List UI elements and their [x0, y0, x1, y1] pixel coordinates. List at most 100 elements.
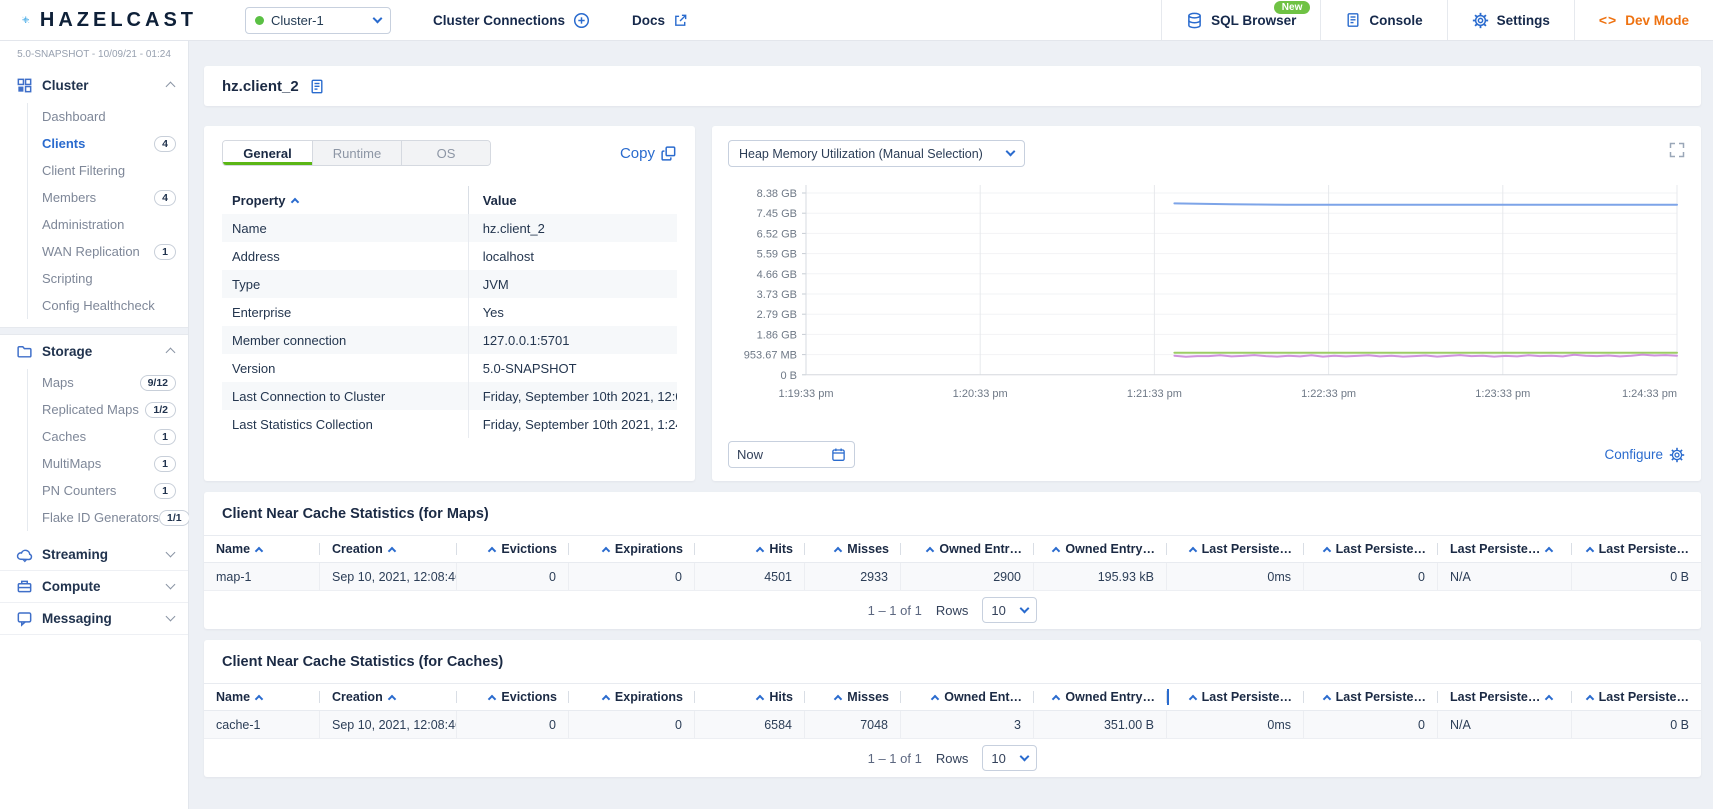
sidebar-item-scripting[interactable]: Scripting — [28, 265, 188, 292]
property-name: Enterprise — [222, 305, 468, 320]
column-header-last-persiste[interactable]: Last Persiste… — [1438, 684, 1572, 710]
table-row[interactable]: map-1Sep 10, 2021, 12:08:460045012933290… — [204, 563, 1701, 591]
sql-browser-button[interactable]: New SQL Browser — [1161, 0, 1320, 40]
column-header-name[interactable]: Name — [204, 684, 320, 710]
sidebar-item-multimaps[interactable]: MultiMaps1 — [28, 450, 188, 477]
sidebar-section-messaging[interactable]: Messaging — [0, 603, 188, 635]
column-header-expirations[interactable]: Expirations — [569, 684, 695, 710]
client-title-card: hz.client_2 — [204, 66, 1701, 106]
console-button[interactable]: Console — [1320, 0, 1446, 40]
column-header-creation[interactable]: Creation — [320, 684, 457, 710]
sql-browser-label: SQL Browser — [1211, 13, 1296, 28]
column-header-hits[interactable]: Hits — [695, 536, 805, 562]
column-header-name[interactable]: Name — [204, 536, 320, 562]
column-header-creation[interactable]: Creation — [320, 536, 457, 562]
svg-text:8.38 GB: 8.38 GB — [757, 188, 797, 200]
sidebar-item-label: MultiMaps — [42, 456, 154, 471]
sidebar-item-replicated-maps[interactable]: Replicated Maps1/2 — [28, 396, 188, 423]
column-header-owned-entry[interactable]: Owned Entry… — [1034, 684, 1167, 710]
time-range-input[interactable] — [728, 441, 855, 468]
column-header-label: Last Persiste… — [1336, 542, 1426, 556]
sidebar-item-client-filtering[interactable]: Client Filtering — [28, 157, 188, 184]
cluster-select[interactable]: Cluster-1 — [245, 7, 391, 34]
column-header-evictions[interactable]: Evictions — [457, 684, 569, 710]
sidebar-item-pn-counters[interactable]: PN Counters1 — [28, 477, 188, 504]
dev-mode-button[interactable]: <> Dev Mode — [1574, 0, 1713, 40]
sidebar-item-members[interactable]: Members4 — [28, 184, 188, 211]
column-header-last-persiste[interactable]: Last Persiste… — [1167, 684, 1304, 710]
column-header-owned-ent[interactable]: Owned Ent… — [901, 684, 1034, 710]
property-name: Member connection — [222, 333, 468, 348]
column-header-owned-entry[interactable]: Owned Entry… — [1034, 536, 1167, 562]
settings-button[interactable]: Settings — [1447, 0, 1574, 40]
property-value: JVM — [468, 270, 677, 298]
column-header-misses[interactable]: Misses — [805, 536, 901, 562]
column-header-last-persiste[interactable]: Last Persiste… — [1304, 684, 1438, 710]
sidebar-item-clients[interactable]: Clients4 — [28, 130, 188, 157]
column-header-misses[interactable]: Misses — [805, 684, 901, 710]
column-header-last-persiste[interactable]: Last Persiste… — [1572, 536, 1701, 562]
sidebar-item-maps[interactable]: Maps9/12 — [28, 369, 188, 396]
count-badge: 4 — [154, 190, 176, 206]
tab-general[interactable]: General — [223, 141, 312, 165]
sidebar-item-flake-id-generators[interactable]: Flake ID Generators1/1 — [28, 504, 188, 531]
sidebar-item-label: Caches — [42, 429, 154, 444]
table-row[interactable]: cache-1Sep 10, 2021, 12:08:4600658470483… — [204, 711, 1701, 739]
sort-asc-icon — [1545, 694, 1553, 702]
sidebar-item-caches[interactable]: Caches1 — [28, 423, 188, 450]
plus-circle-icon — [573, 12, 590, 29]
column-header-expirations[interactable]: Expirations — [569, 536, 695, 562]
svg-text:1:22:33 pm: 1:22:33 pm — [1301, 388, 1356, 400]
column-header-label: Owned Ent… — [944, 690, 1022, 704]
column-header-label: Last Persiste… — [1599, 690, 1689, 704]
column-header-last-persiste[interactable]: Last Persiste… — [1167, 536, 1304, 562]
column-header-evictions[interactable]: Evictions — [457, 536, 569, 562]
sort-asc-icon — [1052, 546, 1060, 554]
column-header-last-persiste[interactable]: Last Persiste… — [1438, 536, 1572, 562]
gear-icon — [1472, 12, 1489, 29]
property-name: Name — [222, 221, 468, 236]
sidebar-section-streaming[interactable]: Streaming — [0, 539, 188, 571]
sidebar-item-dashboard[interactable]: Dashboard — [28, 103, 188, 130]
docs-link[interactable]: Docs — [632, 13, 688, 28]
calendar-icon[interactable] — [831, 447, 846, 462]
heap-memory-chart-svg: 8.38 GB7.45 GB6.52 GB5.59 GB4.66 GB3.73 … — [728, 179, 1683, 414]
sidebar-item-config-healthcheck[interactable]: Config Healthcheck — [28, 292, 188, 319]
code-icon: <> — [1599, 12, 1617, 28]
page-size-select[interactable]: 10 — [982, 745, 1037, 771]
time-input-field[interactable] — [737, 447, 831, 462]
column-header-last-persiste[interactable]: Last Persiste… — [1304, 536, 1438, 562]
sort-asc-icon — [834, 694, 842, 702]
tab-runtime[interactable]: Runtime — [312, 141, 401, 165]
column-header-owned-entr[interactable]: Owned Entr… — [901, 536, 1034, 562]
property-column-header[interactable]: Property — [222, 193, 468, 208]
sidebar-section-storage[interactable]: Storage — [0, 335, 188, 367]
hazelcast-logo[interactable]: HAZELCAST — [22, 6, 197, 34]
sidebar-item-wan-replication[interactable]: WAN Replication1 — [28, 238, 188, 265]
column-header-hits[interactable]: Hits — [695, 684, 805, 710]
configure-button[interactable]: Configure — [1604, 447, 1685, 463]
property-value: Yes — [468, 298, 677, 326]
memory-usage-chart: 8.38 GB7.45 GB6.52 GB5.59 GB4.66 GB3.73 … — [728, 179, 1685, 419]
sidebar-section-cluster[interactable]: Cluster — [0, 69, 188, 101]
tab-os[interactable]: OS — [401, 141, 490, 165]
fullscreen-icon[interactable] — [1669, 142, 1685, 158]
property-value: 5.0-SNAPSHOT — [468, 354, 677, 382]
column-header-last-persiste[interactable]: Last Persiste… — [1572, 684, 1701, 710]
column-header-label: Name — [216, 542, 250, 556]
rows-label: Rows — [936, 603, 969, 618]
maps-stats-card: Client Near Cache Statistics (for Maps) … — [204, 492, 1701, 629]
page-size-select[interactable]: 10 — [982, 597, 1037, 623]
copy-name-icon[interactable] — [309, 78, 325, 95]
property-row-name: Namehz.client_2 — [222, 214, 677, 242]
cluster-connections-button[interactable]: Cluster Connections — [433, 12, 590, 29]
cell-owned-entry: 351.00 B — [1034, 711, 1167, 738]
sidebar-section-label: Streaming — [42, 547, 167, 562]
folder-icon — [16, 343, 33, 360]
chevron-down-icon — [373, 13, 383, 23]
series-line-blue — [1174, 203, 1677, 204]
copy-button[interactable]: Copy — [620, 145, 677, 162]
sidebar-section-compute[interactable]: Compute — [0, 571, 188, 603]
metric-select[interactable]: Heap Memory Utilization (Manual Selectio… — [728, 140, 1025, 167]
sidebar-item-administration[interactable]: Administration — [28, 211, 188, 238]
